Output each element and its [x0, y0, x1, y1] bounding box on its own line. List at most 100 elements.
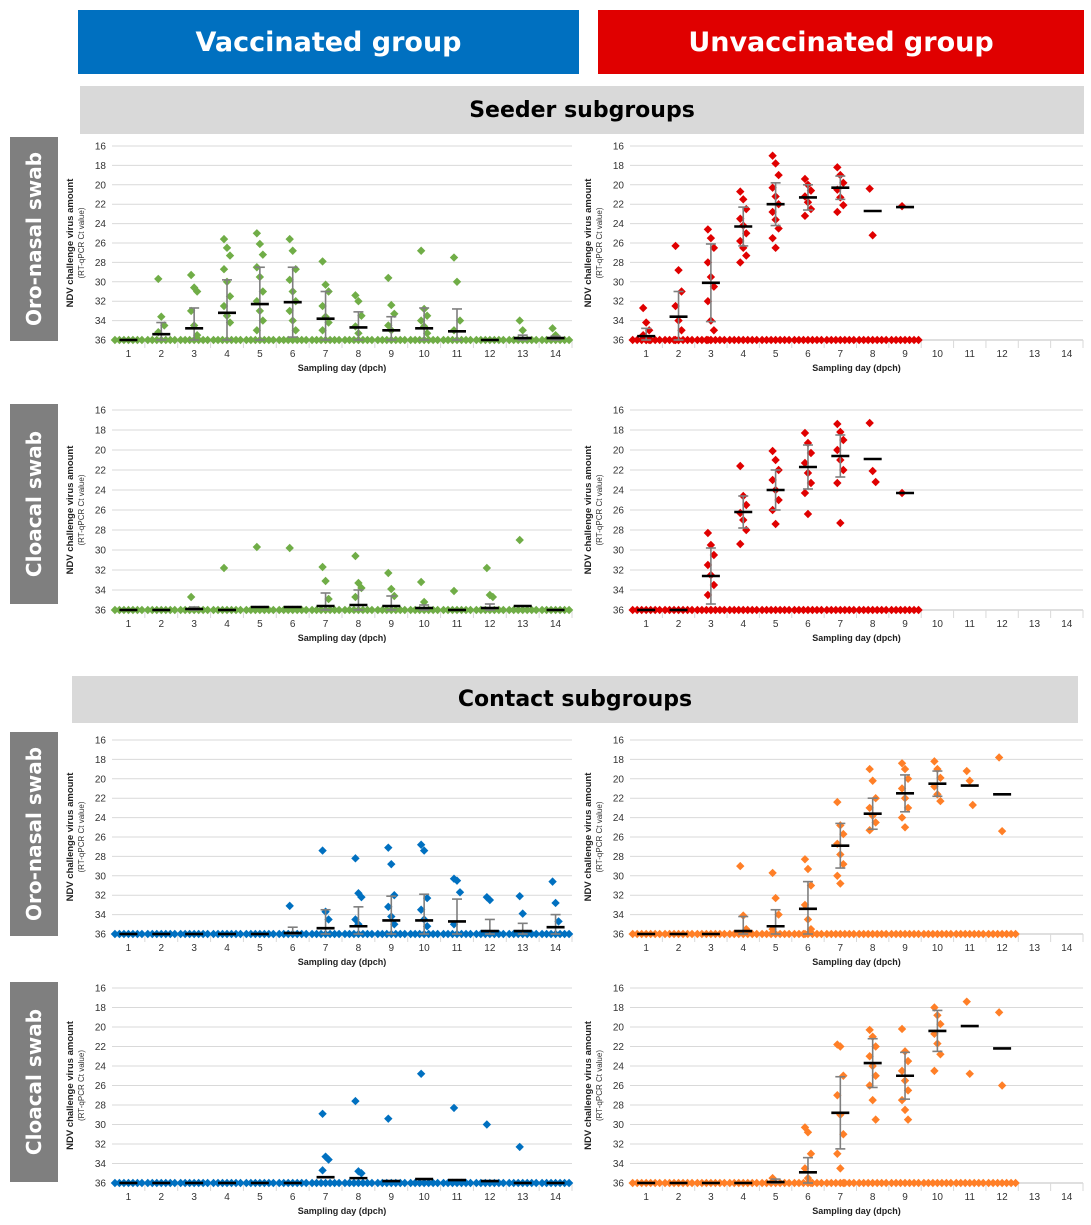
y-tick-label: 24 — [95, 813, 107, 824]
vaccinated-group-banner: Vaccinated group — [78, 10, 579, 74]
data-point — [542, 929, 551, 939]
data-point — [970, 929, 979, 939]
y-tick-label: 32 — [95, 891, 107, 902]
y-tick-label: 22 — [613, 466, 625, 477]
data-point — [564, 929, 574, 939]
data-point — [839, 1071, 848, 1080]
data-point — [186, 306, 196, 316]
y-tick-label: 20 — [95, 774, 107, 785]
data-point — [896, 335, 905, 345]
data-point — [736, 214, 745, 223]
row-label-seeder-oronasal: Oro-nasal swab — [10, 137, 58, 341]
x-axis-title: Sampling day (dpch) — [298, 633, 387, 643]
data-point — [1006, 1178, 1016, 1188]
data-point — [896, 929, 905, 939]
data-point — [833, 163, 842, 172]
data-point — [137, 929, 147, 939]
x-tick-label: 2 — [676, 349, 682, 360]
data-point — [542, 335, 551, 345]
data-point — [833, 478, 842, 488]
data-point — [466, 335, 475, 345]
data-point — [542, 1178, 551, 1188]
data-point — [965, 776, 974, 785]
data-point — [736, 461, 745, 471]
data-point — [827, 1178, 836, 1188]
data-point — [833, 871, 842, 880]
y-axis-title: NDV challenge virus amount — [65, 178, 76, 308]
data-point — [739, 605, 748, 615]
y-tick-label: 16 — [613, 142, 625, 153]
data-point — [367, 605, 377, 615]
x-tick-label: 14 — [550, 943, 562, 954]
data-point — [930, 1066, 939, 1076]
data-point — [930, 757, 939, 766]
x-tick-label: 10 — [932, 943, 944, 954]
y-tick-label: 32 — [95, 566, 107, 577]
data-point — [693, 1178, 702, 1188]
data-point — [859, 929, 868, 939]
data-point — [868, 466, 877, 476]
data-point — [896, 605, 905, 615]
data-point — [367, 1178, 377, 1188]
data-point — [730, 605, 739, 615]
data-point — [711, 605, 720, 615]
data-point — [255, 239, 265, 249]
data-point — [946, 1178, 956, 1188]
y-tick-label: 26 — [613, 1081, 625, 1092]
data-point — [965, 1178, 974, 1188]
data-point — [387, 584, 396, 594]
data-point — [641, 318, 651, 327]
data-point — [900, 1105, 910, 1115]
data-point — [354, 889, 363, 898]
data-point — [833, 445, 842, 455]
data-point — [868, 1095, 877, 1105]
y-tick-label: 28 — [613, 1101, 625, 1112]
data-point — [752, 1178, 761, 1188]
row-label-contact-oronasal: Oro-nasal swab — [10, 732, 58, 936]
data-point — [962, 766, 971, 776]
data-point — [384, 273, 393, 283]
x-tick-label: 4 — [224, 943, 230, 954]
data-point — [279, 605, 288, 615]
data-point — [988, 1178, 998, 1188]
data-point — [143, 929, 152, 939]
x-tick-label: 7 — [323, 943, 329, 954]
data-point — [905, 929, 914, 939]
data-point — [110, 929, 120, 939]
data-point — [180, 929, 190, 939]
data-point — [564, 605, 574, 615]
y-tick-label: 26 — [95, 1081, 107, 1092]
data-point — [665, 605, 674, 615]
y-tick-label: 30 — [95, 277, 107, 288]
data-point — [515, 535, 524, 545]
data-point — [439, 929, 448, 939]
data-point — [979, 1178, 988, 1188]
x-tick-label: 11 — [965, 943, 976, 954]
data-point — [406, 335, 415, 345]
y-tick-label: 24 — [613, 486, 625, 497]
y-tick-label: 30 — [95, 546, 107, 557]
data-point — [285, 275, 294, 285]
data-point — [762, 605, 771, 615]
data-point — [900, 605, 910, 615]
data-point — [316, 1178, 326, 1188]
data-point — [312, 1178, 321, 1188]
data-point — [806, 881, 816, 890]
x-axis-title: Sampling day (dpch) — [298, 363, 387, 373]
data-point — [542, 605, 551, 615]
x-tick-label: 5 — [257, 1192, 263, 1203]
y-tick-label: 16 — [613, 736, 625, 747]
data-point — [956, 929, 965, 939]
data-point — [154, 274, 163, 284]
data-point — [284, 335, 293, 345]
x-axis-title: Sampling day (dpch) — [812, 633, 901, 643]
x-tick-label: 1 — [643, 943, 649, 954]
y-axis-title: NDV challenge virus amount — [583, 1020, 594, 1150]
y-tick-label: 36 — [613, 1179, 625, 1190]
data-point — [275, 605, 284, 615]
data-point — [176, 335, 185, 345]
y-tick-label: 32 — [95, 297, 107, 308]
data-point — [219, 264, 229, 274]
data-point — [914, 335, 923, 345]
data-point — [871, 1115, 880, 1124]
